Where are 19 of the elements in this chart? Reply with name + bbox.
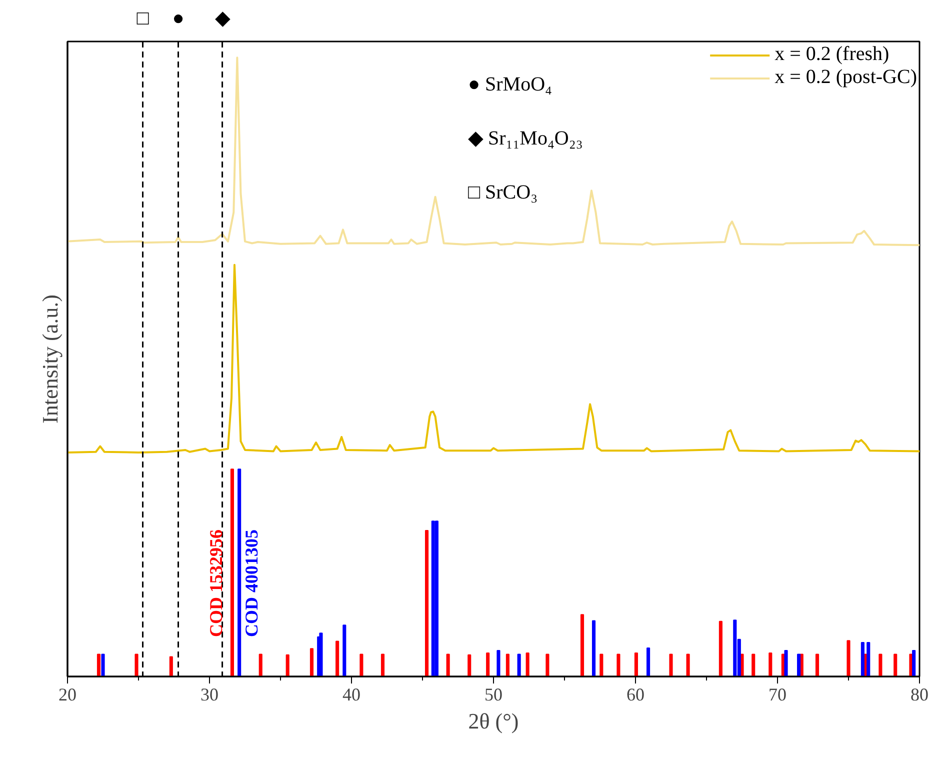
legend-label: x = 0.2 (post-GC) <box>774 66 917 89</box>
x-tick-label: 70 <box>768 684 786 704</box>
ref-line-label: □ <box>136 7 150 30</box>
x-tick-label: 80 <box>910 684 928 704</box>
ref-line-label: ● <box>172 7 184 30</box>
x-tick-label: 40 <box>342 684 360 704</box>
annotation: □ SrCO₃ <box>468 181 538 204</box>
x-axis-title: 2θ (°) <box>468 708 519 734</box>
ref-line-label: ◆ <box>214 7 231 30</box>
annotation: ● SrMoO₄ <box>468 73 552 96</box>
x-tick-label: 60 <box>626 684 644 704</box>
annotation: ◆ Sr₁₁Mo₄O₂₃ <box>468 127 583 150</box>
text: COD 1532956 <box>206 529 226 637</box>
x-tick-label: 30 <box>200 684 218 704</box>
x-tick-label: 20 <box>58 684 76 704</box>
x-tick-label: 50 <box>484 684 502 704</box>
legend-label: x = 0.2 (fresh) <box>774 43 890 66</box>
text: COD 4001305 <box>241 529 262 637</box>
y-axis-title: Intensity (a.u.) <box>38 294 62 424</box>
